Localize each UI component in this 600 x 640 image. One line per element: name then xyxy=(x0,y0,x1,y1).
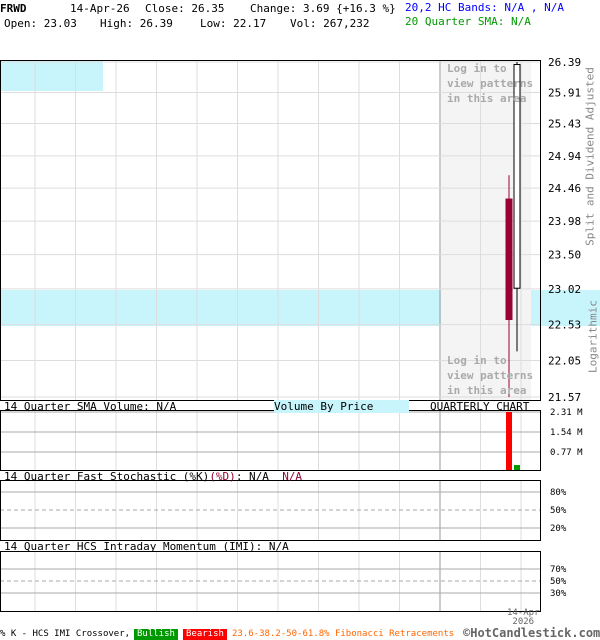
price-tick: 23.98 xyxy=(548,215,581,228)
volume-by-price: Volume By Price xyxy=(274,400,410,413)
close: Close: 26.35 xyxy=(145,2,225,15)
brand-logo[interactable]: ©HotCandlestick.com xyxy=(463,626,600,640)
hc-bands: 20,2 HC Bands: N/A , N/A xyxy=(405,1,564,14)
volume-tick: 1.54 M xyxy=(550,428,583,438)
price-tick: 25.43 xyxy=(548,118,581,131)
bearish-badge: Bearish xyxy=(183,629,227,640)
sma: 20 Quarter SMA: N/A xyxy=(405,15,531,28)
price-tick: 24.46 xyxy=(548,182,581,195)
candle-body xyxy=(513,64,521,289)
price-tick: 25.91 xyxy=(548,86,581,99)
quarterly-chart: QUARTERLY CHART xyxy=(430,400,530,413)
legend-crossover: % K - HCS IMI Crossover, xyxy=(0,629,131,639)
band-top xyxy=(0,60,103,91)
pct-tick: 70% xyxy=(550,565,567,575)
price-tick: 23.50 xyxy=(548,249,581,262)
pct-tick: 50% xyxy=(550,577,567,587)
sma-volume: 14 Quarter SMA Volume: N/A xyxy=(4,400,177,413)
imi-label: 14 Quarter HCS Intraday Momentum (IMI): … xyxy=(4,540,289,553)
pct-tick: 20% xyxy=(550,524,567,534)
price-tick: 22.53 xyxy=(548,319,581,332)
open: Open: 23.03 xyxy=(4,17,77,30)
login-bottom: Log in to view patterns in this area xyxy=(447,354,534,397)
x-date: 14-Apr 2026 xyxy=(507,608,540,627)
pct-tick: 80% xyxy=(550,488,567,498)
low: Low: 22.17 xyxy=(200,17,267,30)
stoch-label: 14 Quarter Fast Stochastic (%K)(%D): N/A… xyxy=(4,470,303,483)
login-top: Log in to view patterns in this area xyxy=(447,62,534,105)
price-tick: 26.39 xyxy=(548,56,581,69)
split-adjusted: Split and Dividend Adjusted xyxy=(583,67,597,246)
price-tick: 23.02 xyxy=(548,283,581,296)
symbol: FRWD xyxy=(0,2,27,15)
panel-frame xyxy=(0,60,541,401)
price-tick: 22.05 xyxy=(548,354,581,367)
panel-frame xyxy=(0,480,541,541)
price-tick: 24.94 xyxy=(548,150,581,163)
date: 14-Apr-26 xyxy=(70,2,130,15)
panel-frame xyxy=(0,551,541,612)
volume-bar xyxy=(514,465,520,470)
fib-legend: 23.6-38.2-50-61.8% Fibonacci Retracement… xyxy=(232,629,455,639)
volume: Vol: 267,232 xyxy=(290,17,370,30)
pct-tick: 30% xyxy=(550,589,567,599)
high: High: 26.39 xyxy=(100,17,173,30)
volume-tick: 0.77 M xyxy=(550,448,583,458)
volume-bar xyxy=(506,412,512,470)
candle-body xyxy=(505,198,513,321)
price-tick: 21.57 xyxy=(548,391,581,404)
panel-frame xyxy=(0,410,541,471)
pct-tick: 50% xyxy=(550,506,567,516)
logarithmic: Logarithmic xyxy=(586,300,600,373)
change: Change: 3.69 {+16.3 %} xyxy=(250,2,396,15)
volume-tick: 2.31 M xyxy=(550,408,583,418)
bullish-badge: Bullish xyxy=(134,629,178,640)
